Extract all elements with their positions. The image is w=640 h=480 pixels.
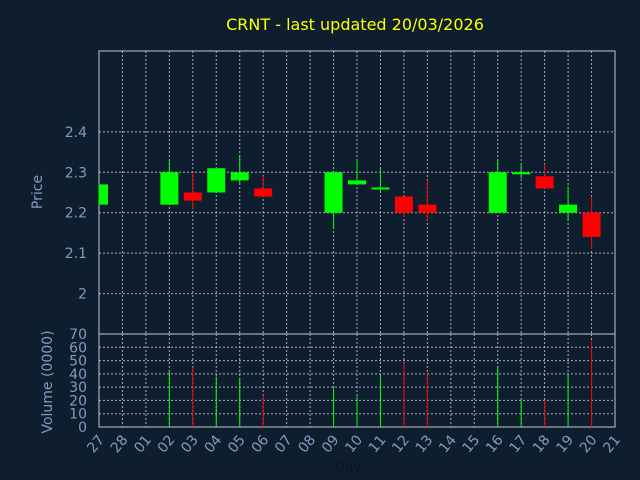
x-tick-label-07: 07 bbox=[272, 432, 296, 456]
candle-06 bbox=[254, 176, 273, 197]
volume-tick-label-10: 10 bbox=[69, 407, 87, 423]
volume-tick-label-40: 40 bbox=[69, 367, 87, 383]
candle-27 bbox=[98, 184, 108, 205]
x-tick-label-18: 18 bbox=[530, 432, 554, 456]
volume-tick-label-60: 60 bbox=[69, 340, 87, 356]
x-tick-label-06: 06 bbox=[249, 432, 273, 456]
candle-04 bbox=[207, 168, 226, 193]
candle-02 bbox=[160, 160, 179, 205]
x-tick-label-12: 12 bbox=[389, 432, 413, 456]
candle-03 bbox=[183, 172, 202, 209]
price-tick-label-2: 2 bbox=[78, 287, 87, 303]
volume-bars bbox=[168, 340, 593, 427]
x-tick-label-19: 19 bbox=[553, 432, 577, 456]
volume-axis-label: Volume (0000) bbox=[40, 330, 56, 433]
x-tick-label-21: 21 bbox=[600, 432, 624, 456]
x-tick-label-04: 04 bbox=[202, 432, 226, 456]
x-tick-label-28: 28 bbox=[108, 432, 132, 456]
price-axis-label: Price bbox=[30, 175, 46, 209]
candle-05 bbox=[230, 156, 249, 185]
x-tick-label-14: 14 bbox=[436, 432, 460, 456]
candle-18 bbox=[535, 164, 554, 189]
volume-tick-label-0: 0 bbox=[78, 420, 87, 436]
candle-17 bbox=[512, 164, 531, 179]
candle-body-13 bbox=[418, 204, 437, 213]
candle-16 bbox=[488, 160, 507, 213]
x-tick-label-15: 15 bbox=[460, 432, 484, 456]
candle-body-27 bbox=[99, 184, 108, 205]
price-y-ticks: 2 2.1 2.2 2.3 2.4 bbox=[65, 125, 87, 303]
x-tick-label-10: 10 bbox=[342, 432, 366, 456]
x-tick-label-08: 08 bbox=[295, 432, 319, 456]
candle-13 bbox=[418, 180, 437, 221]
x-tick-label-27: 27 bbox=[84, 432, 108, 456]
x-tick-label-09: 09 bbox=[319, 432, 343, 456]
candle-body-17 bbox=[512, 172, 531, 175]
x-tick-label-05: 05 bbox=[225, 432, 249, 456]
candle-body-10 bbox=[348, 180, 366, 185]
candle-10 bbox=[348, 160, 366, 185]
candle-body-09 bbox=[324, 172, 343, 213]
price-tick-label-2.4: 2.4 bbox=[65, 125, 87, 141]
x-tick-label-11: 11 bbox=[366, 432, 390, 456]
candle-12 bbox=[394, 196, 413, 217]
candle-09 bbox=[324, 172, 343, 229]
candle-body-04 bbox=[207, 168, 226, 193]
x-ticks: 27 28 01 02 03 04 05 06 07 08 09 10 11 12 13 14 15 16 17 18… bbox=[84, 432, 624, 456]
x-tick-label-16: 16 bbox=[483, 432, 507, 456]
candle-body-03 bbox=[183, 192, 202, 201]
candle-body-11 bbox=[371, 187, 390, 190]
candle-body-16 bbox=[488, 172, 507, 213]
candle-body-02 bbox=[160, 172, 179, 205]
x-tick-label-13: 13 bbox=[413, 432, 437, 456]
candle-19 bbox=[559, 186, 578, 221]
x-tick-label-03: 03 bbox=[178, 432, 202, 456]
chart-title: CRNT - last updated 20/03/2026 bbox=[226, 15, 484, 34]
price-tick-label-2.1: 2.1 bbox=[65, 246, 87, 262]
candle-body-12 bbox=[394, 196, 413, 213]
x-tick-label-02: 02 bbox=[155, 432, 179, 456]
candle-body-18 bbox=[535, 176, 554, 189]
price-tick-label-2.3: 2.3 bbox=[65, 165, 87, 181]
candle-20 bbox=[582, 196, 601, 250]
x-axis-label: Day bbox=[334, 459, 362, 475]
volume-tick-label-70: 70 bbox=[69, 327, 87, 343]
x-tick-label-17: 17 bbox=[507, 432, 531, 456]
volume-tick-label-20: 20 bbox=[69, 393, 87, 409]
volume-tick-label-50: 50 bbox=[69, 354, 87, 370]
candle-11 bbox=[371, 168, 390, 193]
x-tick-label-01: 01 bbox=[131, 432, 155, 456]
candle-body-20 bbox=[582, 212, 601, 237]
candle-body-19 bbox=[559, 204, 578, 213]
volume-tick-label-30: 30 bbox=[69, 380, 87, 396]
x-tick-label-20: 20 bbox=[577, 432, 601, 456]
candle-body-06 bbox=[254, 188, 273, 197]
price-tick-label-2.2: 2.2 bbox=[65, 206, 87, 222]
candles bbox=[98, 156, 601, 250]
candle-body-05 bbox=[230, 172, 249, 181]
